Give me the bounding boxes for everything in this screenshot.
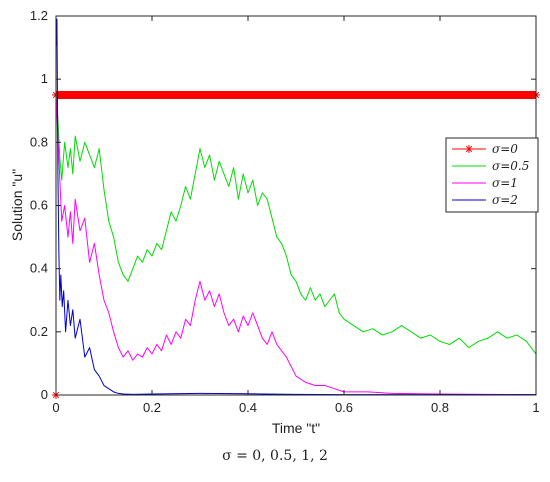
y-axis-label: Solution "u" [9, 169, 25, 241]
series-marker [311, 90, 320, 99]
series-marker [109, 90, 118, 99]
series-marker [90, 90, 99, 99]
y-tick-label: 0.8 [30, 134, 48, 149]
series-line [55, 18, 536, 396]
y-tick-label: 0.4 [30, 261, 48, 276]
legend: σ=0 σ=0.5 σ=1 σ=2 [445, 137, 539, 213]
legend-label: σ=0 [492, 142, 518, 156]
series-marker [272, 90, 281, 99]
series-1 [55, 91, 537, 355]
legend-entry: σ=0 [452, 142, 518, 156]
series-marker [244, 90, 252, 99]
x-tick-label: 0.4 [239, 400, 257, 415]
chart: 0 0.2 0.4 0.6 0.8 1 0 0.2 0.4 0.6 0.8 1 1.2 Time "t"… [9, 8, 540, 436]
series-marker [119, 90, 128, 99]
y-tick-label: 1 [41, 71, 48, 86]
legend-entry: σ=2 [452, 193, 518, 207]
series-marker [148, 90, 156, 99]
series-marker [464, 90, 473, 99]
series-marker [330, 90, 339, 99]
series-marker [186, 90, 195, 99]
series-marker [234, 90, 243, 99]
series-marker [416, 90, 425, 99]
figure-caption: σ = 0, 0.5, 1, 2 [222, 448, 328, 464]
series-marker [224, 90, 233, 99]
series-marker [436, 90, 444, 99]
series-marker [263, 90, 272, 99]
series-marker [474, 90, 483, 99]
series-line [55, 91, 537, 355]
series-marker [378, 90, 387, 99]
series-marker [455, 90, 464, 99]
series-marker [205, 90, 214, 99]
series-2 [55, 91, 537, 396]
series-marker [301, 90, 310, 99]
series-marker [340, 90, 348, 99]
x-tick-label: 0.6 [335, 400, 353, 415]
series-marker [493, 90, 502, 99]
series-marker [368, 90, 377, 99]
x-tick-label: 0.2 [143, 400, 161, 415]
series-marker [388, 90, 396, 99]
legend-entry: σ=0.5 [452, 159, 529, 173]
series-marker [426, 90, 435, 99]
x-tick-label: 0.8 [431, 400, 449, 415]
y-tick-label: 0.2 [30, 324, 48, 339]
legend-marker [465, 145, 473, 153]
series-marker [503, 90, 512, 99]
series-marker [292, 90, 300, 99]
series-marker [445, 90, 454, 99]
y-tick-label: 0 [41, 387, 48, 402]
series-3 [55, 18, 536, 396]
series-marker [359, 90, 368, 99]
series-marker [138, 90, 147, 99]
series-marker [128, 90, 137, 99]
series-marker [512, 90, 521, 99]
series-marker [71, 90, 80, 99]
series-marker [397, 90, 406, 99]
y-tick-label: 1.2 [30, 8, 48, 23]
legend-label: σ=1 [492, 176, 518, 190]
x-tick-label: 0 [52, 400, 59, 415]
series-marker [215, 90, 224, 99]
legend-label: σ=2 [492, 193, 518, 207]
series-marker [196, 90, 204, 99]
x-axis-label: Time "t" [272, 420, 320, 436]
series-marker [167, 90, 176, 99]
series-marker [407, 90, 416, 99]
series-marker [61, 90, 70, 99]
series-line [55, 91, 537, 396]
legend-entry: σ=1 [452, 176, 518, 190]
series-marker [80, 90, 89, 99]
series-marker [282, 90, 291, 99]
y-tick-label: 0.6 [30, 198, 48, 213]
series-marker [484, 90, 492, 99]
series-marker [100, 90, 108, 99]
series-marker [349, 90, 358, 99]
series-0 [52, 90, 540, 399]
series-marker [253, 90, 262, 99]
x-tick-label: 1 [532, 400, 539, 415]
legend-label: σ=0.5 [492, 159, 529, 173]
series-marker [522, 90, 531, 99]
series-marker [176, 90, 185, 99]
series-marker [157, 90, 166, 99]
series-marker [320, 90, 329, 99]
